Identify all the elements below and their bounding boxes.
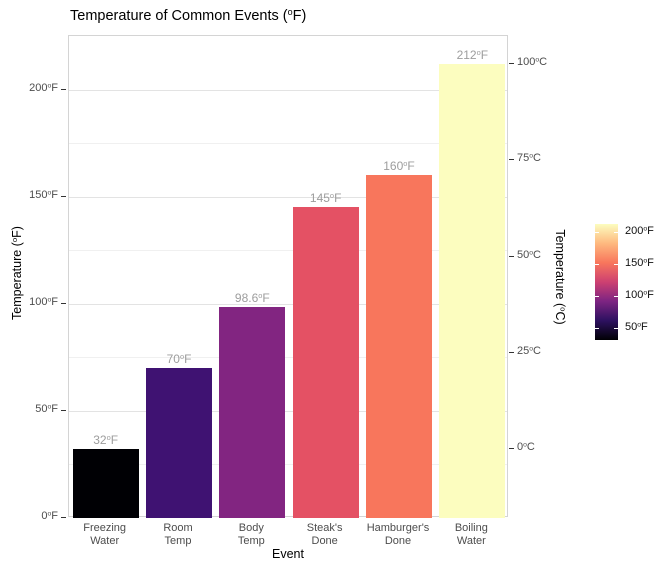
plot-panel: 32oF 70oF 98.6oF 145oF 160oF 212oF bbox=[68, 35, 508, 518]
gridline-major bbox=[69, 196, 507, 198]
y-axis-title-celsius: Temperature (oC) bbox=[553, 229, 568, 325]
y-tick-label-fahrenheit: 0oF bbox=[41, 510, 58, 522]
gridline-minor bbox=[69, 464, 507, 466]
legend-tick-label: 100oF bbox=[625, 289, 654, 302]
bar-value-label: 98.6oF bbox=[234, 290, 270, 305]
legend-tick bbox=[595, 296, 599, 298]
bar-value-label: 145oF bbox=[309, 191, 342, 206]
bar bbox=[72, 449, 139, 518]
y-tick-right bbox=[509, 159, 514, 160]
bar-value-label: 212oF bbox=[456, 47, 489, 62]
bar bbox=[146, 368, 212, 518]
x-axis-category-label: Room Temp bbox=[163, 522, 193, 547]
y-tick-label-celsius: 0oC bbox=[517, 441, 535, 454]
bar bbox=[439, 63, 506, 518]
x-axis-category-label: Body Temp bbox=[237, 522, 265, 547]
bar bbox=[366, 175, 432, 518]
y-tick-label-fahrenheit: 100oF bbox=[29, 295, 58, 308]
y-tick-left bbox=[61, 89, 66, 90]
x-axis-category-label: Freezing Water bbox=[83, 522, 127, 547]
legend-tick bbox=[595, 328, 599, 330]
legend-tick bbox=[614, 263, 618, 265]
y-tick-right bbox=[509, 256, 514, 257]
x-axis-title: Event bbox=[272, 547, 304, 561]
gridline-minor bbox=[69, 143, 507, 145]
y-tick-label-fahrenheit: 150oF bbox=[29, 188, 58, 201]
legend-colorbar bbox=[595, 224, 618, 340]
y-tick-label-fahrenheit: 50oF bbox=[35, 402, 58, 415]
gridline-minor bbox=[69, 250, 507, 252]
legend-tick bbox=[595, 263, 599, 265]
y-tick-left bbox=[61, 303, 66, 304]
y-tick-label-celsius: 100oC bbox=[517, 55, 548, 68]
y-tick-right bbox=[509, 352, 514, 353]
legend-tick bbox=[614, 296, 618, 298]
legend-tick bbox=[595, 231, 599, 233]
bar-value-label: 160oF bbox=[383, 159, 415, 174]
gridline-major bbox=[69, 410, 507, 412]
y-tick-right bbox=[509, 63, 514, 64]
gridline-major bbox=[69, 89, 507, 91]
y-tick-right bbox=[509, 448, 514, 449]
legend-tick bbox=[614, 231, 618, 233]
bar-value-label: 32oF bbox=[93, 433, 119, 448]
x-axis-category-label: Hamburger's Done bbox=[366, 522, 430, 547]
x-axis-category-label: Steak's Done bbox=[306, 522, 343, 547]
y-tick-left bbox=[61, 517, 66, 518]
legend-tick bbox=[614, 328, 618, 330]
y-tick-label-celsius: 50oC bbox=[517, 248, 541, 261]
x-axis-category-label: Boiling Water bbox=[454, 522, 488, 547]
y-tick-left bbox=[61, 196, 66, 197]
y-tick-label-celsius: 75oC bbox=[517, 152, 541, 165]
gridline-major bbox=[69, 303, 507, 305]
chart-title: Temperature of Common Events (oF) bbox=[70, 7, 307, 24]
legend-tick-label: 150oF bbox=[625, 256, 654, 269]
legend-tick-label: 200oF bbox=[625, 224, 654, 237]
gridline-minor bbox=[69, 357, 507, 359]
y-tick-left bbox=[61, 410, 66, 411]
bar bbox=[292, 207, 359, 518]
bar bbox=[219, 306, 286, 518]
legend-tick-label: 50oF bbox=[625, 321, 648, 334]
bar-value-label: 70oF bbox=[166, 351, 192, 367]
y-tick-label-fahrenheit: 200oF bbox=[29, 81, 58, 94]
y-tick-label-celsius: 25oC bbox=[517, 345, 541, 358]
